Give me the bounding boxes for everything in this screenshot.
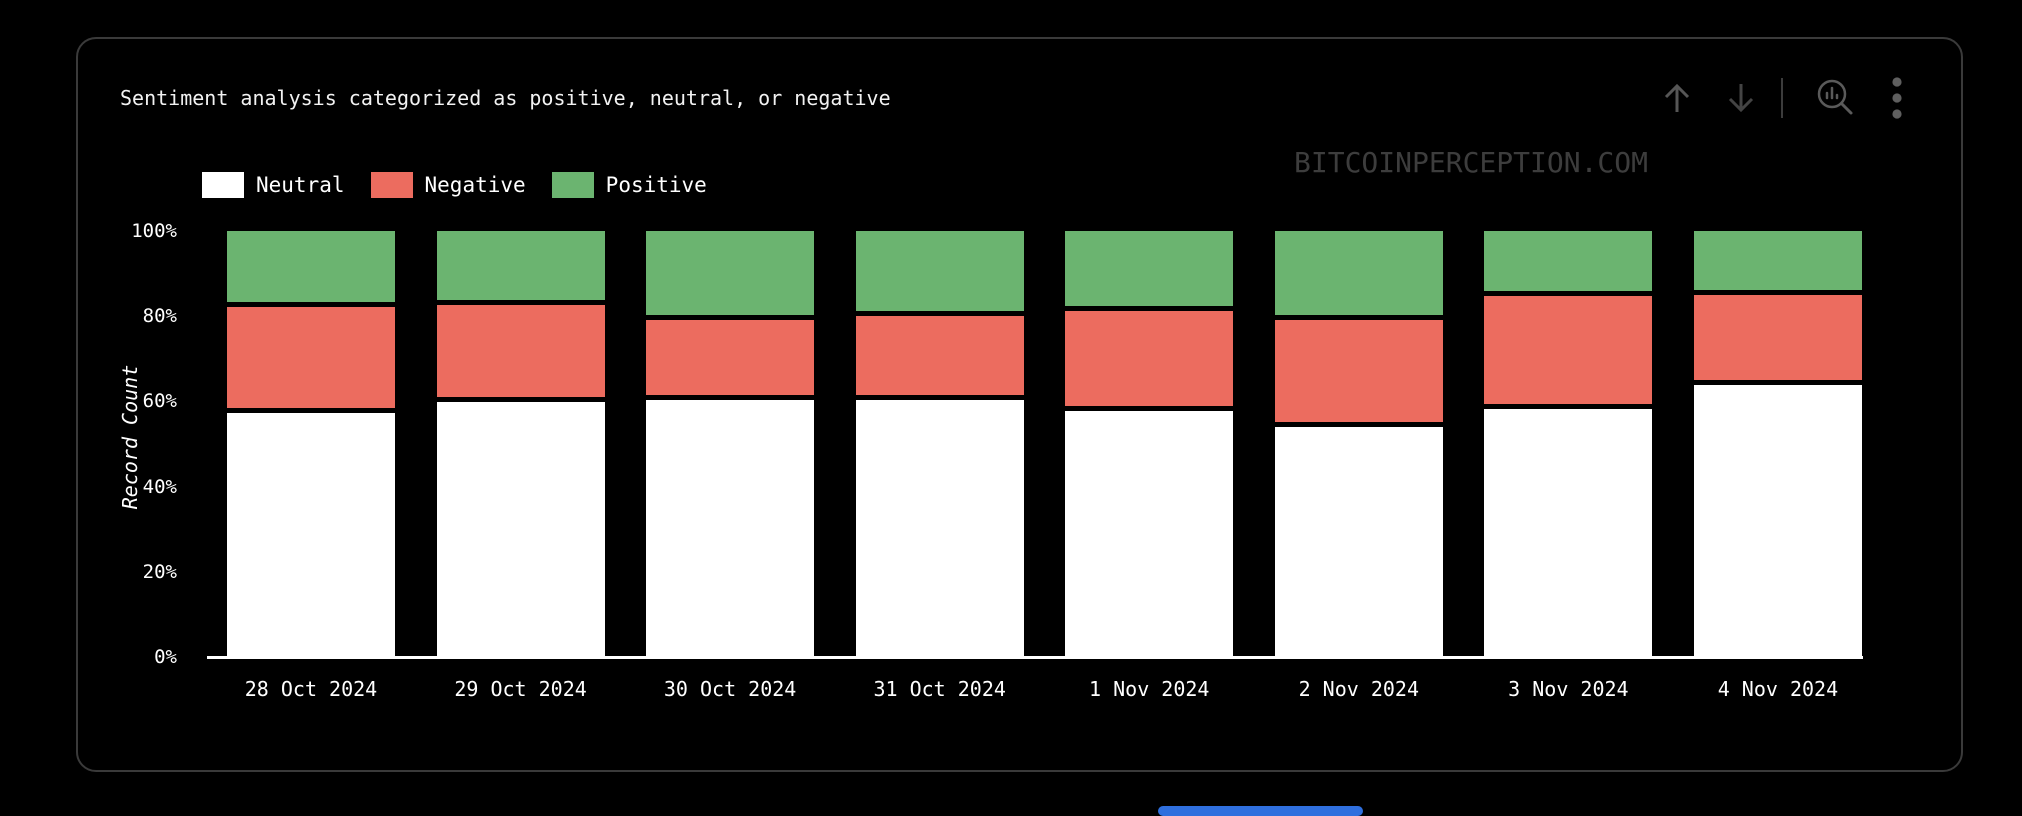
y-tick-label: 60% [142, 390, 177, 413]
arrow-down-icon[interactable] [1723, 78, 1759, 118]
y-tick-label: 80% [142, 305, 177, 328]
bar-segment-neutral [855, 395, 1024, 657]
y-tick-label: 20% [142, 560, 177, 583]
bar-segment-negative [436, 300, 605, 398]
stacked-bar[interactable] [227, 231, 395, 657]
plot-area [227, 231, 1862, 657]
bar-segment-neutral [227, 407, 395, 657]
chart-title: Sentiment analysis categorized as positi… [120, 86, 891, 110]
legend-item-neutral[interactable]: Neutral [202, 172, 345, 198]
bar-segment-neutral [1065, 405, 1234, 657]
bar-segment-negative [1693, 290, 1862, 380]
x-axis-labels: 28 Oct 2024 29 Oct 2024 30 Oct 2024 31 Oct … [227, 677, 1862, 701]
chart-card: Sentiment analysis categorized as positi… [76, 37, 1963, 772]
legend-item-positive[interactable]: Positive [551, 172, 707, 198]
watermark: BITCOINPERCEPTION.COM [1294, 146, 1649, 179]
x-tick-label: 31 Oct 2024 [873, 677, 1006, 701]
bar-segment-negative [227, 302, 395, 408]
stacked-bars [227, 231, 1862, 657]
stacked-bar[interactable] [855, 231, 1024, 657]
zoom-chart-icon[interactable] [1813, 76, 1857, 120]
more-options-icon[interactable] [1891, 75, 1903, 121]
bar-segment-negative [855, 311, 1024, 396]
bar-segment-negative [646, 315, 815, 396]
bar-segment-positive [855, 231, 1024, 312]
legend-label: Neutral [256, 173, 345, 197]
x-tick-label: 29 Oct 2024 [454, 677, 587, 701]
arrow-up-icon[interactable] [1659, 78, 1695, 118]
x-axis-line [207, 656, 1863, 659]
bar-segment-neutral [646, 395, 815, 657]
stacked-bar[interactable] [1484, 231, 1653, 657]
chart-toolbar [1659, 75, 1903, 121]
y-tick-label: 40% [142, 475, 177, 498]
legend-swatch-positive [551, 172, 594, 198]
x-tick-label: 1 Nov 2024 [1089, 677, 1210, 701]
chart-legend: Neutral Negative Positive [202, 172, 707, 198]
x-tick-label: 4 Nov 2024 [1717, 677, 1839, 701]
y-tick-label: 0% [154, 646, 177, 668]
x-tick-label: 28 Oct 2024 [244, 677, 378, 701]
bar-segment-positive [227, 231, 395, 303]
bar-segment-neutral [1274, 421, 1443, 657]
legend-item-negative[interactable]: Negative [370, 172, 526, 198]
bar-segment-positive [1274, 231, 1443, 316]
bar-segment-positive [646, 231, 815, 316]
bar-segment-negative [1484, 291, 1653, 405]
stacked-bar[interactable] [1065, 231, 1234, 657]
y-tick-label: 100% [131, 220, 177, 242]
bar-segment-neutral [436, 397, 605, 657]
x-tick-label: 30 Oct 2024 [663, 677, 797, 701]
legend-swatch-negative [370, 172, 413, 198]
y-axis-ticks: 0% 20% 40% 60% 80% 100% [78, 220, 202, 668]
legend-swatch-neutral [202, 172, 244, 198]
bar-segment-positive [1693, 231, 1862, 291]
x-tick-label: 3 Nov 2024 [1508, 677, 1629, 701]
bar-segment-neutral [1484, 404, 1653, 657]
x-tick-label: 2 Nov 2024 [1298, 677, 1420, 701]
legend-label: Negative [424, 173, 526, 197]
bar-segment-negative [1065, 305, 1234, 406]
bar-segment-positive [1484, 231, 1653, 292]
bottom-indicator [1158, 806, 1363, 816]
bar-segment-neutral [1693, 379, 1862, 657]
stacked-bar[interactable] [1693, 231, 1862, 657]
stacked-bar[interactable] [436, 231, 605, 657]
toolbar-divider [1781, 78, 1783, 118]
bar-segment-negative [1274, 315, 1443, 422]
stacked-bar[interactable] [646, 231, 815, 657]
stacked-bar[interactable] [1274, 231, 1443, 657]
legend-label: Positive [605, 173, 707, 197]
bar-segment-positive [436, 231, 605, 301]
bar-segment-positive [1065, 231, 1234, 306]
